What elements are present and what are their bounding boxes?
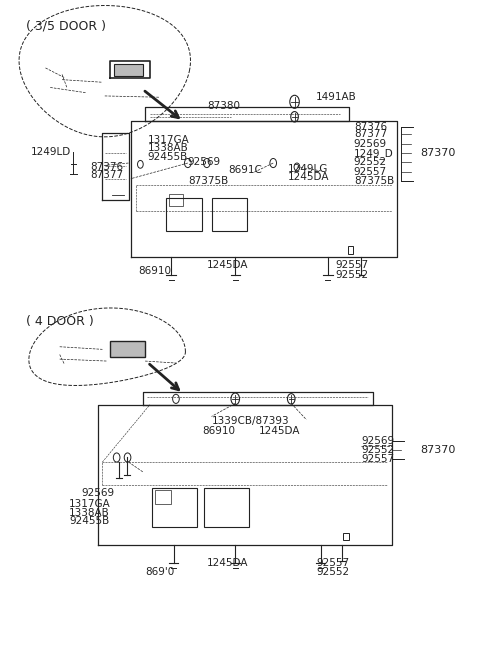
Text: 92569: 92569 — [81, 487, 114, 497]
Text: 87375B: 87375B — [354, 175, 394, 186]
Bar — [169, 194, 183, 206]
Text: 87377: 87377 — [91, 170, 124, 180]
Text: 8691C: 8691C — [228, 165, 262, 175]
Text: 1339CB/87393: 1339CB/87393 — [212, 416, 289, 426]
Bar — [114, 64, 143, 76]
Text: 92569: 92569 — [361, 436, 394, 445]
Text: 87376: 87376 — [354, 122, 387, 131]
Bar — [109, 341, 145, 357]
Bar — [212, 198, 247, 231]
Text: 1249_D: 1249_D — [354, 148, 394, 159]
Text: 92552: 92552 — [335, 270, 368, 280]
Text: 92569: 92569 — [354, 139, 387, 149]
Bar — [343, 533, 348, 540]
Text: 1317GA: 1317GA — [147, 135, 189, 145]
Text: 86910: 86910 — [202, 426, 235, 436]
Text: 92455B: 92455B — [147, 152, 188, 162]
Text: 87380: 87380 — [207, 101, 240, 111]
Bar — [152, 488, 197, 527]
Text: 87370: 87370 — [420, 445, 456, 455]
Text: 92552: 92552 — [354, 158, 387, 168]
Bar — [155, 490, 171, 505]
Text: 1249LG: 1249LG — [288, 164, 328, 174]
Text: 1245DA: 1245DA — [259, 426, 300, 436]
Text: 87377: 87377 — [354, 129, 387, 139]
Text: 86910: 86910 — [138, 266, 171, 276]
Text: 1317GA: 1317GA — [69, 499, 111, 509]
Text: 92552: 92552 — [361, 445, 394, 455]
Text: 869'0: 869'0 — [145, 567, 174, 577]
Bar — [348, 246, 353, 254]
Text: 87376: 87376 — [91, 162, 124, 172]
Text: 92557: 92557 — [316, 558, 349, 568]
Text: 1245DA: 1245DA — [288, 172, 329, 183]
Text: 1491AB: 1491AB — [316, 92, 357, 102]
Text: 92557: 92557 — [335, 260, 368, 269]
Text: 1245DA: 1245DA — [207, 558, 248, 568]
Text: 1338AB: 1338AB — [69, 508, 110, 518]
Text: 87370: 87370 — [420, 148, 456, 158]
Text: 1245DA: 1245DA — [207, 260, 248, 269]
Text: 92557: 92557 — [354, 166, 387, 177]
Bar — [167, 198, 202, 231]
Text: 92569: 92569 — [188, 158, 221, 168]
Text: 1249LD: 1249LD — [31, 147, 72, 157]
Bar — [204, 488, 250, 527]
Text: 92557: 92557 — [361, 454, 394, 464]
Text: 92552: 92552 — [316, 567, 349, 577]
Text: ( 4 DOOR ): ( 4 DOOR ) — [26, 315, 94, 328]
Text: 1338AB: 1338AB — [147, 143, 188, 153]
Text: ( 3/5 DOOR ): ( 3/5 DOOR ) — [26, 19, 107, 32]
Text: 87375B: 87375B — [188, 175, 228, 186]
Text: 92455B: 92455B — [69, 516, 109, 526]
